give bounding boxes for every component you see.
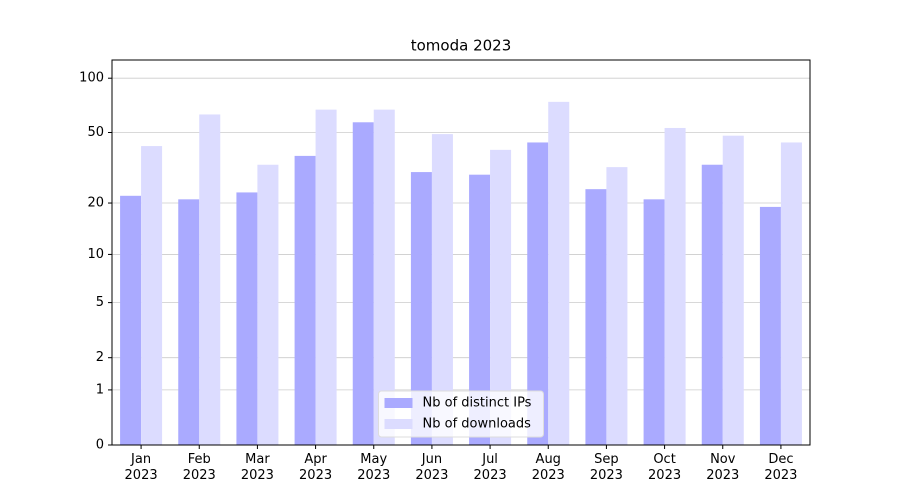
bar: [431, 134, 453, 445]
x-tick-label: May 2023: [357, 452, 391, 483]
x-tick-label: Jan 2023: [124, 452, 158, 483]
bar: [585, 189, 607, 445]
x-tick-label: Nov 2023: [706, 452, 740, 483]
y-tick-label: 0: [96, 438, 104, 453]
bar: [120, 195, 142, 445]
bar: [352, 122, 374, 445]
bar: [141, 146, 163, 445]
legend-swatch: [384, 398, 413, 408]
bar: [178, 199, 200, 445]
bar: [548, 101, 570, 446]
x-tick-label: Mar 2023: [240, 452, 274, 483]
y-tick-label: 10: [87, 247, 104, 262]
bar: [294, 155, 316, 445]
bar: [701, 164, 723, 445]
y-tick-label: 100: [79, 71, 104, 86]
x-tick-label: Aug 2023: [531, 452, 565, 483]
y-tick-label: 20: [87, 196, 104, 211]
legend: Nb of distinct IPs Nb of downloads: [378, 390, 544, 438]
bar: [527, 142, 549, 445]
bar: [606, 167, 628, 445]
bar: [236, 192, 258, 445]
axes-frame: [111, 59, 811, 446]
bar: [469, 174, 491, 445]
bar: [199, 114, 221, 445]
bar: [315, 109, 337, 445]
bar: [722, 135, 744, 445]
y-tick-label: 1: [96, 382, 104, 397]
legend-swatch: [384, 419, 413, 429]
bar: [759, 206, 781, 445]
x-tick-label: Dec 2023: [764, 452, 798, 483]
x-tick-label: Jun 2023: [415, 452, 449, 483]
x-tick-label: Sep 2023: [589, 452, 623, 483]
x-tick-label: Apr 2023: [299, 452, 333, 483]
legend-box: [378, 390, 544, 438]
bar: [257, 164, 279, 445]
x-tick-label: Oct 2023: [648, 452, 682, 483]
x-tick-label: Feb 2023: [182, 452, 216, 483]
bar: [643, 199, 665, 445]
y-tick-label: 50: [87, 125, 104, 140]
bar: [490, 149, 512, 445]
chart-title: tomoda 2023: [411, 37, 512, 55]
x-tick-label: Jul 2023: [473, 452, 507, 483]
bar: [410, 172, 432, 445]
legend-label: Nb of distinct IPs: [423, 396, 532, 411]
bar: [373, 109, 395, 445]
y-tick-label: 2: [96, 350, 104, 365]
y-tick-label: 5: [96, 295, 104, 310]
legend-label: Nb of downloads: [423, 417, 532, 432]
bar: [664, 127, 686, 445]
bar: [780, 142, 802, 445]
